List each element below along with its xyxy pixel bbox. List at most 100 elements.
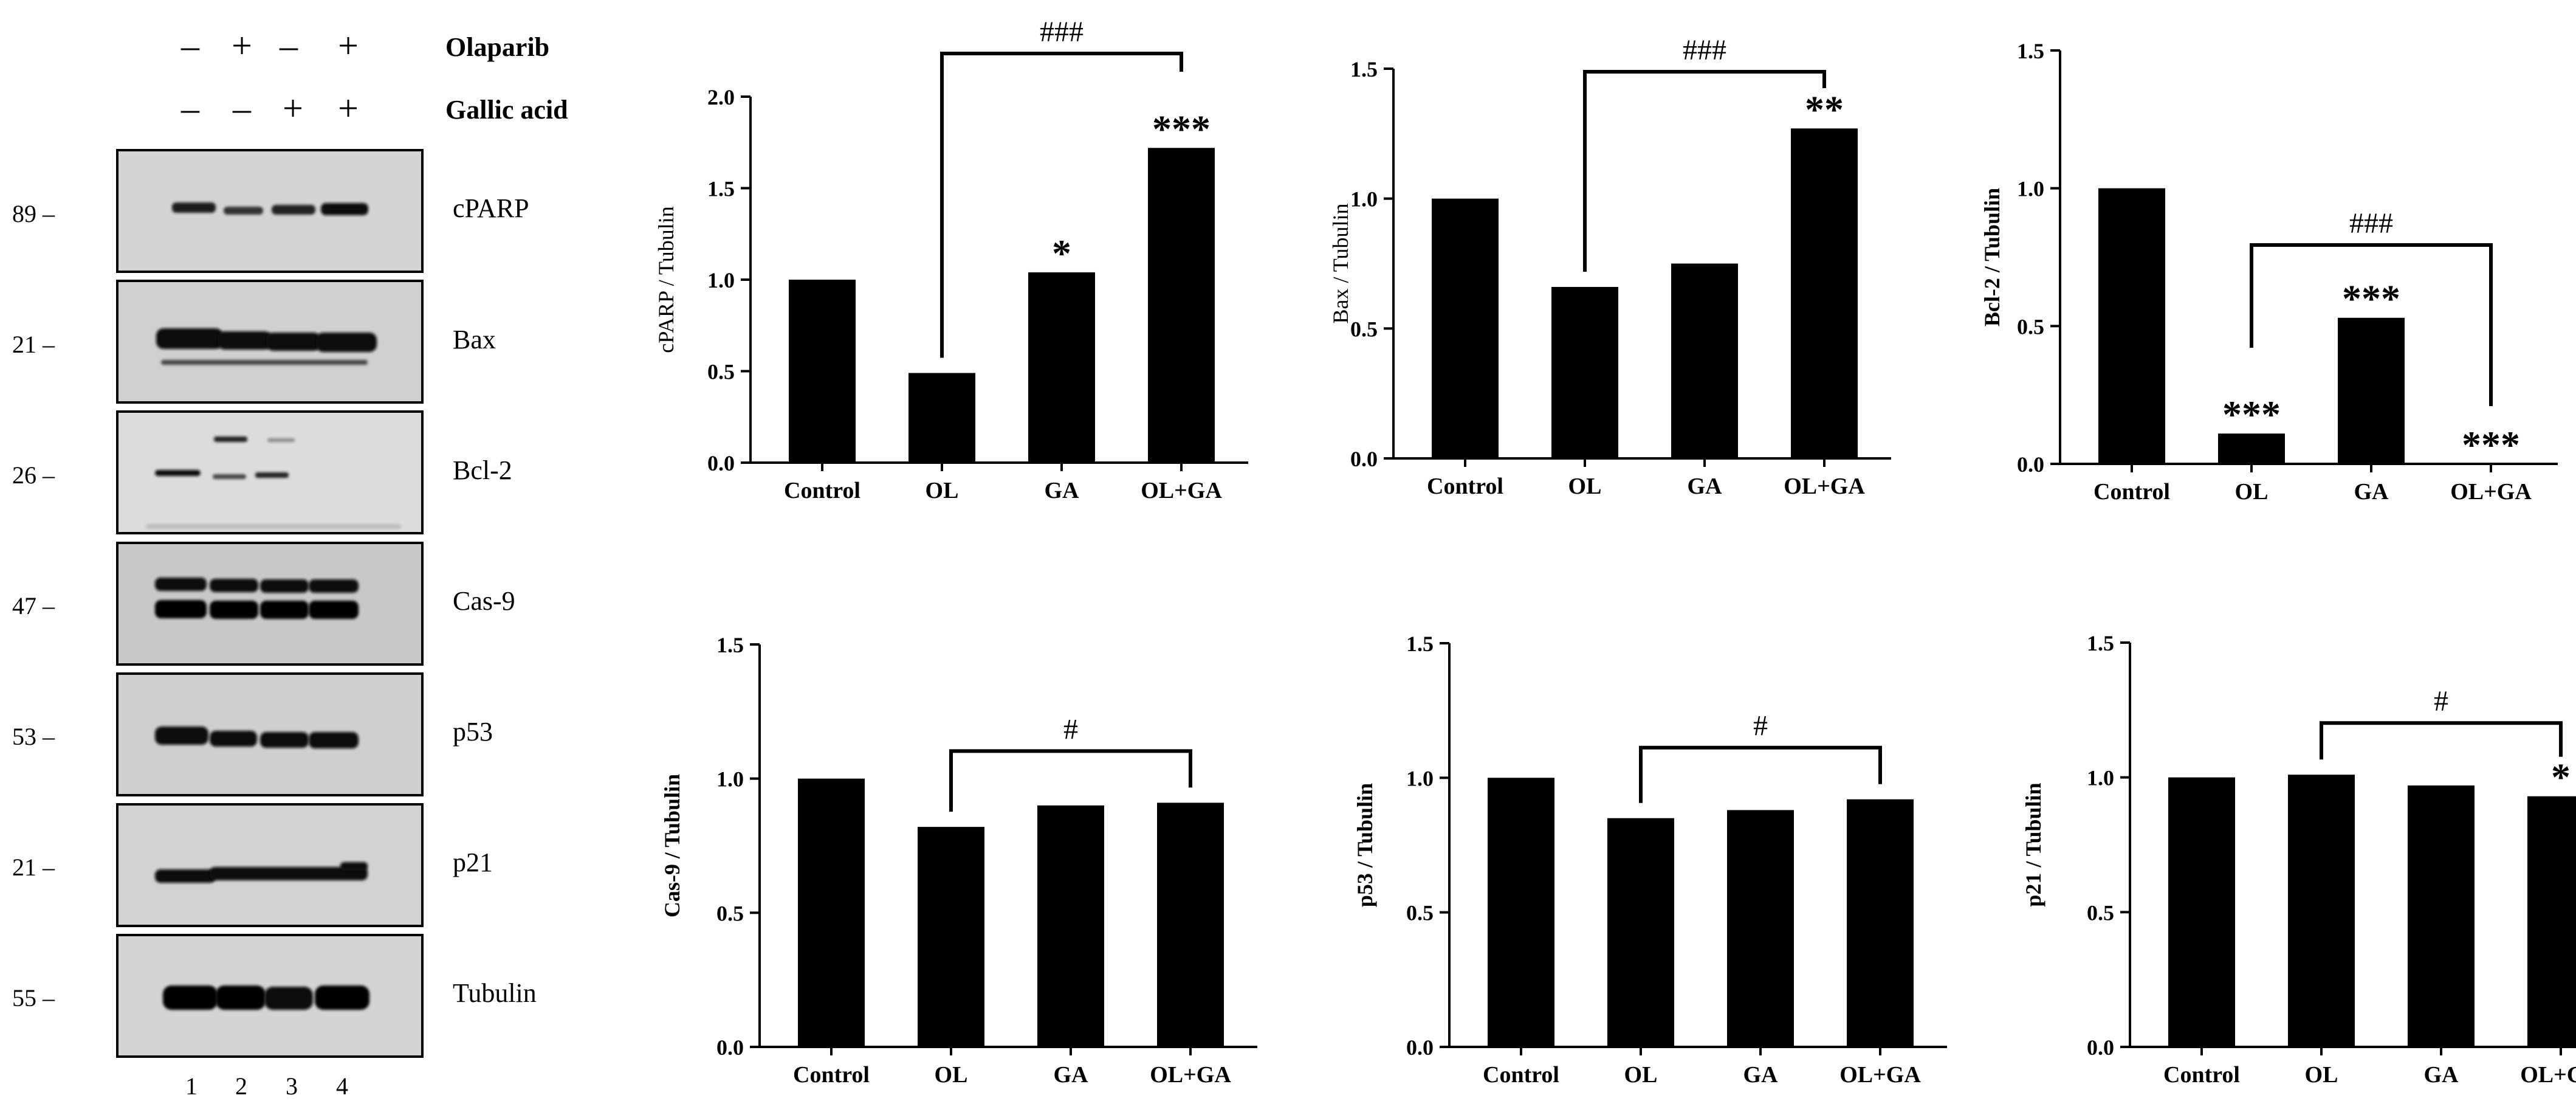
band-label-cas9: Cas-9 bbox=[453, 586, 515, 616]
bar-ga bbox=[1671, 263, 1738, 458]
mw-tubulin: 55 – bbox=[12, 984, 55, 1012]
sign-gallic-1: – bbox=[180, 88, 200, 128]
chart-6: 0.0 0.5 1.0 1.5 p21 / Tubulin Control OL GA OL+G… bbox=[2021, 631, 2576, 1088]
bar-ol-ga bbox=[1157, 803, 1224, 1047]
y-tick-label: 0.0 bbox=[2087, 1035, 2114, 1060]
significance-stars: *** bbox=[2462, 423, 2520, 466]
band-label-p21: p21 bbox=[453, 847, 493, 877]
x-tick-label: Control bbox=[2093, 479, 2170, 505]
x-tick-label: Control bbox=[784, 478, 860, 503]
chart-1: 0.0 0.5 1.0 1.5 2.0 cPARP / Tubulin Control OL G… bbox=[654, 16, 1248, 503]
x-tick-label: GA bbox=[2354, 479, 2389, 505]
band-label-bax: Bax bbox=[453, 325, 496, 354]
y-axis-label: p53 / Tubulin bbox=[1353, 783, 1377, 907]
comparison-bracket bbox=[940, 52, 1183, 358]
x-tick-label: OL bbox=[1624, 1062, 1658, 1088]
band-label-cparp: cPARP bbox=[453, 193, 529, 223]
y-tick-label: 0.0 bbox=[2017, 452, 2044, 477]
mw-p53: 53 – bbox=[12, 723, 55, 750]
chart-3: 0.0 0.5 1.0 1.5 Bcl-2 / Tubulin Control OL *** G… bbox=[1980, 39, 2558, 505]
bar-ol-ga bbox=[2527, 796, 2576, 1047]
y-tick-label: 0.0 bbox=[1406, 1035, 1434, 1060]
y-tick-label: 0.5 bbox=[1350, 317, 1378, 341]
bar-ga bbox=[2408, 785, 2475, 1047]
bar-control bbox=[2168, 777, 2235, 1047]
band-label-bcl2: Bcl-2 bbox=[453, 455, 512, 485]
mw-cparp: 89 – bbox=[12, 200, 55, 227]
mw-p21: 21 – bbox=[12, 854, 55, 881]
bar-ol bbox=[2218, 433, 2285, 464]
y-tick-label: 1.5 bbox=[707, 177, 735, 201]
x-tick-label: GA bbox=[1743, 1062, 1779, 1088]
olaparib-row: – + – + Olaparib bbox=[180, 26, 549, 66]
bar-ga bbox=[2338, 317, 2405, 464]
y-tick-label: 0.5 bbox=[707, 360, 735, 384]
y-axis-label: Cas-9 / Tubulin bbox=[660, 774, 684, 917]
bracket-label: ### bbox=[1683, 34, 1726, 66]
bar-ol bbox=[2288, 775, 2355, 1047]
x-tick-label: OL bbox=[2305, 1062, 2338, 1088]
y-tick-label: 0.5 bbox=[1406, 901, 1434, 925]
x-tick-label: Control bbox=[1427, 474, 1503, 499]
y-tick-label: 0.0 bbox=[1350, 447, 1378, 471]
x-tick-label: OL+GA bbox=[1141, 478, 1222, 503]
y-tick-label: 0.0 bbox=[707, 451, 735, 475]
sign-olaparib-2: + bbox=[232, 26, 252, 66]
significance-stars: ** bbox=[1805, 88, 1844, 131]
x-tick-label: Control bbox=[793, 1062, 870, 1088]
lane-numbers: 1 2 3 4 bbox=[185, 1072, 348, 1100]
mw-bcl2: 26 – bbox=[12, 461, 55, 489]
x-tick-label: OL bbox=[1568, 474, 1602, 499]
sign-gallic-4: + bbox=[338, 88, 359, 128]
y-tick-label: 0.5 bbox=[2017, 314, 2044, 339]
bracket-label: # bbox=[1063, 713, 1078, 745]
x-tick-label: GA bbox=[2424, 1062, 2459, 1088]
sign-gallic-2: – bbox=[232, 88, 252, 128]
bar-control bbox=[798, 778, 865, 1047]
y-tick-label: 1.0 bbox=[1406, 766, 1434, 790]
y-tick-label: 1.5 bbox=[716, 633, 744, 657]
band-label-p53: p53 bbox=[453, 717, 493, 747]
bar-ol-ga bbox=[1847, 799, 1914, 1047]
bar-ol bbox=[908, 373, 975, 463]
x-tick-label: OL+GA bbox=[1839, 1062, 1921, 1088]
sign-olaparib-1: – bbox=[180, 26, 200, 66]
blot-strip-bax: 21 – Bax bbox=[12, 280, 496, 404]
y-tick-label: 0.0 bbox=[716, 1035, 744, 1060]
x-tick-label: OL+GA bbox=[2520, 1062, 2576, 1088]
blot-strip-cas9: 47 – Cas-9 bbox=[12, 542, 515, 666]
band-label-tubulin: Tubulin bbox=[453, 978, 537, 1008]
comparison-bracket bbox=[2250, 243, 2493, 406]
significance-stars: * bbox=[1052, 232, 1071, 275]
bar-ga bbox=[1037, 805, 1104, 1047]
y-tick-label: 1.5 bbox=[1350, 57, 1378, 81]
chart-5: 0.0 0.5 1.0 1.5 p53 / Tubulin Control OL GA OL+G… bbox=[1353, 632, 1947, 1088]
chart-4: 0.0 0.5 1.0 1.5 Cas-9 / Tubulin Control OL GA OL… bbox=[660, 633, 1257, 1088]
sign-gallic-3: + bbox=[283, 88, 303, 128]
bar-ol-ga bbox=[1791, 128, 1858, 458]
sign-olaparib-3: – bbox=[279, 26, 298, 66]
sign-olaparib-4: + bbox=[338, 26, 359, 66]
y-tick-label: 1.5 bbox=[2017, 39, 2044, 63]
y-axis-label: Bax / Tubulin bbox=[1328, 203, 1353, 323]
lane-number-2: 2 bbox=[235, 1072, 247, 1100]
bracket-label: # bbox=[2434, 685, 2448, 717]
x-tick-label: OL bbox=[926, 478, 959, 503]
y-tick-label: 1.0 bbox=[707, 268, 735, 292]
bracket-label: # bbox=[1753, 710, 1768, 742]
x-tick-label: OL bbox=[935, 1062, 968, 1088]
y-tick-label: 1.0 bbox=[1350, 187, 1378, 212]
bar-control bbox=[1432, 198, 1499, 458]
significance-stars: *** bbox=[2222, 393, 2281, 436]
chart-2: 0.0 0.5 1.0 1.5 Bax / Tubulin Control OL GA OL+G… bbox=[1328, 34, 1891, 499]
bar-control bbox=[1488, 778, 1554, 1047]
x-tick-label: GA bbox=[1045, 478, 1080, 503]
blot-strip-p53: 53 – p53 bbox=[12, 672, 493, 796]
blot-strip-cparp: 89 – cPARP bbox=[12, 149, 529, 273]
y-tick-label: 1.0 bbox=[716, 767, 744, 792]
y-tick-label: 1.0 bbox=[2017, 177, 2044, 201]
x-tick-label: GA bbox=[1054, 1062, 1089, 1088]
comparison-bracket bbox=[1639, 745, 1882, 803]
